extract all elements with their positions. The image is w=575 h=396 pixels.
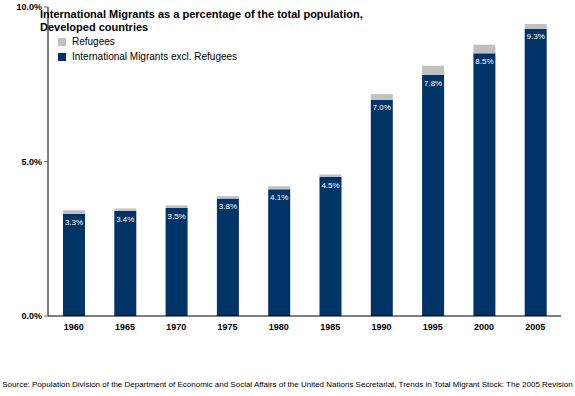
svg-text:1970: 1970 <box>166 322 186 332</box>
svg-text:8.5%: 8.5% <box>475 57 493 66</box>
svg-text:1975: 1975 <box>218 322 238 332</box>
svg-text:3.5%: 3.5% <box>167 212 185 221</box>
svg-text:2005: 2005 <box>525 322 545 332</box>
html-text:Refugees: Refugees <box>72 36 115 47</box>
svg-text:1985: 1985 <box>320 322 340 332</box>
svg-text:4.1%: 4.1% <box>270 193 288 202</box>
svg-text:1995: 1995 <box>423 322 443 332</box>
html-text:International Migrants as a pe: International Migrants as a percentage o… <box>40 8 363 20</box>
svg-text:2000: 2000 <box>474 322 494 332</box>
svg-text:1980: 1980 <box>269 322 289 332</box>
svg-text:5.0%: 5.0% <box>21 157 42 167</box>
svg-text:1960: 1960 <box>64 322 84 332</box>
svg-text:3.4%: 3.4% <box>116 215 134 224</box>
svg-text:4.5%: 4.5% <box>321 181 339 190</box>
html-text:Source: Population Division of: Source: Population Division of the Depar… <box>2 380 573 389</box>
html-text:Developed countries: Developed countries <box>40 21 149 33</box>
svg-text:7.0%: 7.0% <box>373 103 391 112</box>
svg-text:10.0%: 10.0% <box>16 2 42 12</box>
svg-text:9.3%: 9.3% <box>527 32 545 41</box>
html-text:International Migrants excl. R: International Migrants excl. Refugees <box>72 51 238 62</box>
svg-text:1990: 1990 <box>371 322 391 332</box>
svg-text:0.0%: 0.0% <box>21 311 42 321</box>
svg-text:7.8%: 7.8% <box>424 79 442 88</box>
svg-text:3.3%: 3.3% <box>65 218 83 227</box>
svg-text:1965: 1965 <box>115 322 135 332</box>
svg-text:3.8%: 3.8% <box>219 202 237 211</box>
